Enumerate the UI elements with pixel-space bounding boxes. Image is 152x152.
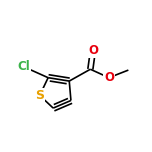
- Text: S: S: [35, 89, 44, 102]
- Text: O: O: [88, 44, 98, 57]
- Text: O: O: [104, 71, 114, 84]
- Text: Cl: Cl: [17, 60, 30, 73]
